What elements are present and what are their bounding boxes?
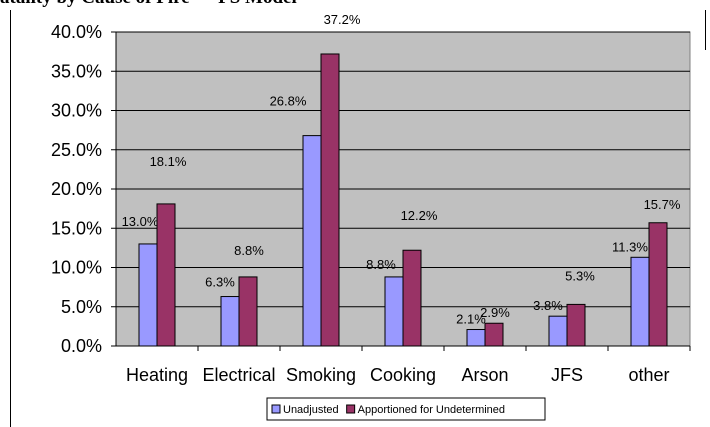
bar-apportioned <box>484 322 504 347</box>
y-tick-label: 35.0% <box>51 61 102 81</box>
bar-unadjusted <box>220 296 240 347</box>
bar-apportioned <box>648 222 668 347</box>
y-tick-label: 40.0% <box>51 22 102 42</box>
legend-swatch <box>346 404 356 414</box>
bar-unadjusted <box>138 243 158 347</box>
data-label: 2.9% <box>480 305 510 320</box>
y-tick-label: 20.0% <box>51 179 102 199</box>
data-label: 2.1% <box>456 312 486 327</box>
bar-unadjusted <box>548 315 568 347</box>
data-label: 8.8% <box>234 243 264 258</box>
legend-label: Unadjusted <box>283 404 339 416</box>
bar-apportioned <box>402 249 422 347</box>
chart-title: atality by Cause of Fire — FS Model <box>0 0 297 9</box>
x-tick-label: Cooking <box>370 365 436 385</box>
data-label: 3.8% <box>533 298 563 313</box>
bar-apportioned <box>156 203 176 347</box>
data-label: 26.8% <box>270 94 307 109</box>
x-tick-label: Heating <box>126 365 188 385</box>
bar-unadjusted <box>384 276 404 347</box>
bar-unadjusted <box>630 256 650 347</box>
data-label: 13.0% <box>122 214 159 229</box>
legend-swatch <box>271 404 281 414</box>
legend-label: Apportioned for Undetermined <box>358 404 505 416</box>
x-tick-label: Electrical <box>202 365 275 385</box>
y-tick-label: 5.0% <box>61 297 102 317</box>
data-label: 15.7% <box>644 197 681 212</box>
y-tick-label: 10.0% <box>51 258 102 278</box>
y-tick-label: 15.0% <box>51 218 102 238</box>
bar-unadjusted <box>466 329 486 347</box>
bar-unadjusted <box>302 135 322 347</box>
y-tick-label: 25.0% <box>51 140 102 160</box>
chart-frame-left <box>10 10 11 427</box>
x-tick-label: Smoking <box>286 365 356 385</box>
data-label: 12.2% <box>401 208 438 223</box>
data-label: 5.3% <box>565 268 595 283</box>
y-tick-label: 0.0% <box>61 336 102 356</box>
data-label: 11.3% <box>612 239 648 254</box>
data-label: 37.2% <box>324 12 361 27</box>
bar-apportioned <box>566 303 586 347</box>
x-tick-label: JFS <box>551 365 583 385</box>
y-tick-label: 30.0% <box>51 101 102 121</box>
x-tick-label: other <box>628 365 669 385</box>
bar-apportioned <box>320 53 340 347</box>
legend <box>266 397 546 421</box>
data-label: 18.1% <box>150 154 187 169</box>
bar-apportioned <box>238 276 258 347</box>
x-tick-label: Arson <box>461 365 508 385</box>
chart-frame-right <box>705 10 706 50</box>
data-label: 6.3% <box>205 275 235 290</box>
data-label: 8.8% <box>366 257 396 272</box>
